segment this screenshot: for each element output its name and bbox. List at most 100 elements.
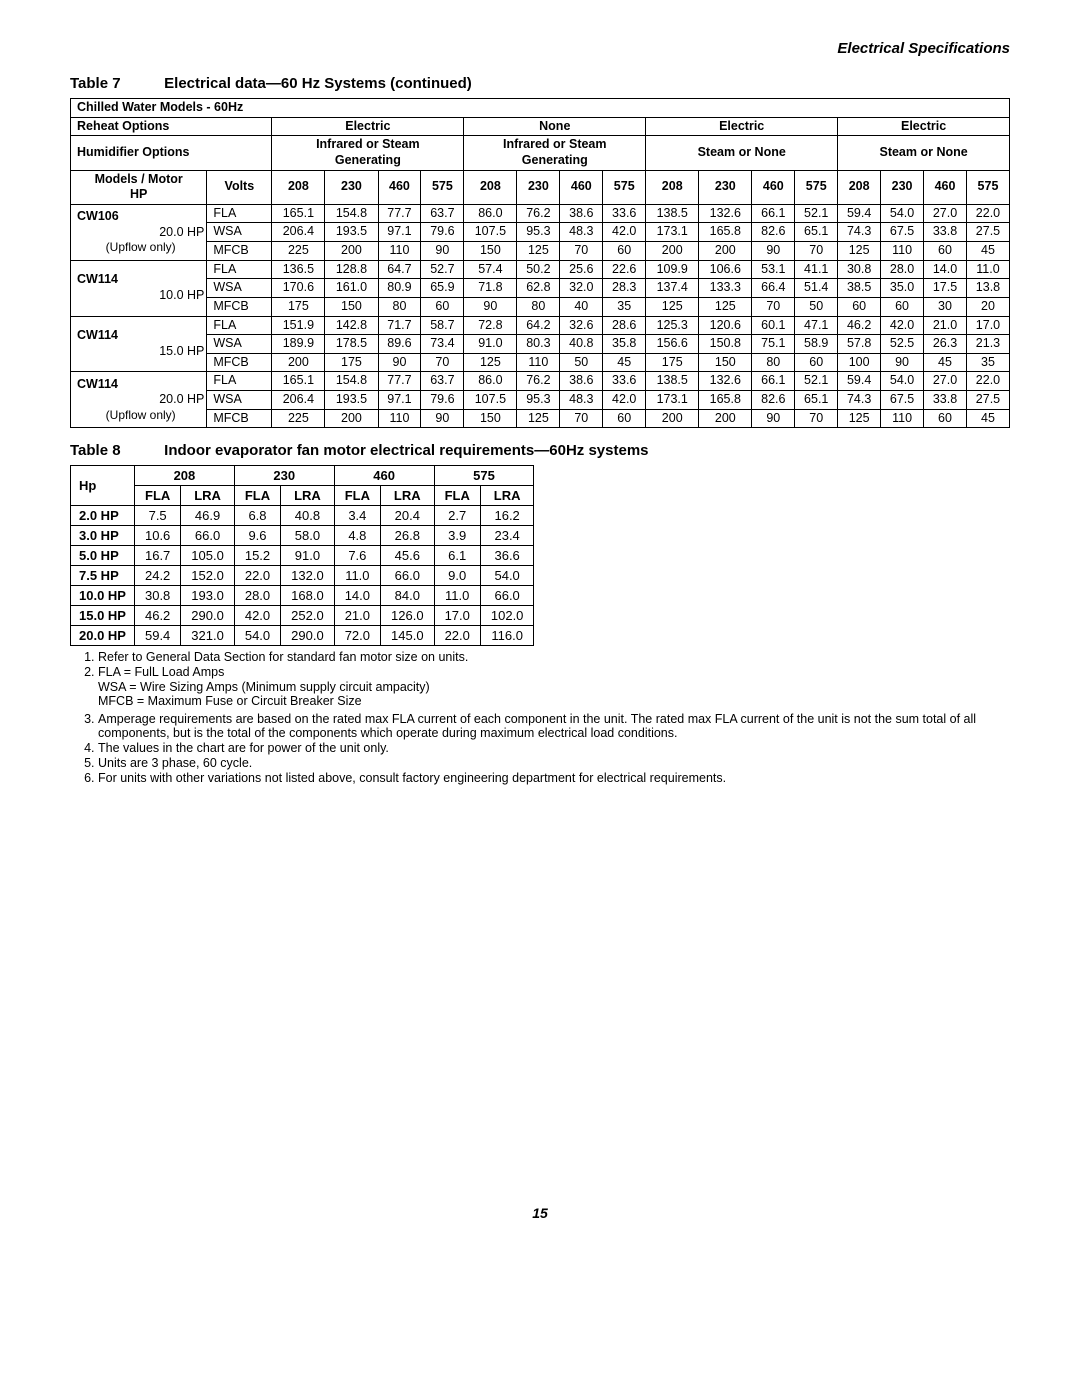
t8-cell-6-3: 290.0 (281, 626, 335, 646)
t7-cell-3-2-9: 200 (699, 409, 752, 428)
t7-volt-15: 575 (966, 170, 1009, 204)
t7-cell-1-0-1: 128.8 (325, 260, 378, 279)
t8-cell-0-2: 6.8 (234, 506, 280, 526)
t8-cell-4-5: 84.0 (381, 586, 435, 606)
t7-cell-3-0-8: 138.5 (646, 372, 699, 391)
t7-cell-3-1-2: 97.1 (378, 391, 421, 410)
t7-cell-2-2-1: 175 (325, 353, 378, 372)
t7-cell-3-0-6: 38.6 (560, 372, 603, 391)
t7-volt-6: 460 (560, 170, 603, 204)
t7-cell-2-1-11: 58.9 (795, 335, 838, 354)
t7-cell-2-0-9: 120.6 (699, 316, 752, 335)
t8-cell-1-4: 4.8 (334, 526, 380, 546)
t7-reheat-group-0: Electric (272, 117, 464, 136)
note-4: The values in the chart are for power of… (98, 741, 1010, 755)
t8-cell-4-6: 11.0 (434, 586, 480, 606)
t7-rowtype-2-0: FLA (207, 316, 272, 335)
t8-cell-0-3: 40.8 (281, 506, 335, 526)
t7-cell-3-0-1: 154.8 (325, 372, 378, 391)
t7-cell-0-0-12: 59.4 (838, 204, 881, 223)
t7-cell-3-0-0: 165.1 (272, 372, 325, 391)
t7-cell-3-0-7: 33.6 (603, 372, 646, 391)
t7-volt-9: 230 (699, 170, 752, 204)
t8-cell-2-4: 7.6 (334, 546, 380, 566)
t7-volt-5: 230 (517, 170, 560, 204)
t8-row-hp-4: 10.0 HP (71, 586, 135, 606)
t7-cell-0-1-5: 95.3 (517, 223, 560, 242)
t7-cell-2-0-1: 142.8 (325, 316, 378, 335)
t7-cell-2-2-9: 150 (699, 353, 752, 372)
t7-cell-1-1-15: 13.8 (966, 279, 1009, 298)
t7-cell-3-2-8: 200 (646, 409, 699, 428)
t7-cell-1-2-10: 70 (752, 297, 795, 316)
t7-cell-2-2-13: 90 (881, 353, 924, 372)
t7-cell-1-0-13: 28.0 (881, 260, 924, 279)
t7-cell-1-1-10: 66.4 (752, 279, 795, 298)
t7-cell-3-1-0: 206.4 (272, 391, 325, 410)
t7-cell-1-0-12: 30.8 (838, 260, 881, 279)
t7-cell-3-1-8: 173.1 (646, 391, 699, 410)
t7-humid-group-3: Steam or None (838, 136, 1010, 170)
t7-cell-1-2-6: 40 (560, 297, 603, 316)
t7-cell-1-1-13: 35.0 (881, 279, 924, 298)
t7-cell-0-1-15: 27.5 (966, 223, 1009, 242)
t7-reheat-group-1: None (464, 117, 646, 136)
t7-cell-3-1-12: 74.3 (838, 391, 881, 410)
t7-cell-1-0-11: 41.1 (795, 260, 838, 279)
t8-voltgroup-1: 230 (234, 466, 334, 486)
table8-title: Indoor evaporator fan motor electrical r… (164, 442, 648, 459)
t8-cell-3-6: 9.0 (434, 566, 480, 586)
t8-cell-6-4: 72.0 (334, 626, 380, 646)
t7-cell-0-2-14: 60 (924, 242, 967, 261)
t7-volt-10: 460 (752, 170, 795, 204)
t8-row-hp-2: 5.0 HP (71, 546, 135, 566)
t7-cell-2-0-13: 42.0 (881, 316, 924, 335)
t8-cell-5-7: 102.0 (480, 606, 534, 626)
t8-cell-2-1: 105.0 (181, 546, 235, 566)
t7-cell-1-0-8: 109.9 (646, 260, 699, 279)
t8-cell-1-3: 58.0 (281, 526, 335, 546)
t7-cell-3-2-12: 125 (838, 409, 881, 428)
t7-volt-1: 230 (325, 170, 378, 204)
t7-volt-0: 208 (272, 170, 325, 204)
t7-cell-3-1-1: 193.5 (325, 391, 378, 410)
t7-cell-0-1-13: 67.5 (881, 223, 924, 242)
t7-rowtype-0-1: WSA (207, 223, 272, 242)
t7-volt-3: 575 (421, 170, 464, 204)
t7-cell-1-1-0: 170.6 (272, 279, 325, 298)
t7-volt-8: 208 (646, 170, 699, 204)
t7-cell-2-0-8: 125.3 (646, 316, 699, 335)
t7-volts-label: Volts (207, 170, 272, 204)
t7-cell-0-2-13: 110 (881, 242, 924, 261)
t7-cell-2-0-2: 71.7 (378, 316, 421, 335)
t8-cell-4-3: 168.0 (281, 586, 335, 606)
t7-cell-3-2-5: 125 (517, 409, 560, 428)
t7-cell-3-2-13: 110 (881, 409, 924, 428)
t7-cell-1-1-12: 38.5 (838, 279, 881, 298)
t7-cell-1-2-7: 35 (603, 297, 646, 316)
t8-subhead-3-0: FLA (434, 486, 480, 506)
t8-cell-1-6: 3.9 (434, 526, 480, 546)
t7-cell-0-2-3: 90 (421, 242, 464, 261)
t7-cell-1-1-5: 62.8 (517, 279, 560, 298)
t7-cell-3-2-6: 70 (560, 409, 603, 428)
t7-cell-0-2-1: 200 (325, 242, 378, 261)
t7-cell-3-1-7: 42.0 (603, 391, 646, 410)
t7-cell-2-2-7: 45 (603, 353, 646, 372)
t7-cell-2-1-4: 91.0 (464, 335, 517, 354)
note-5: Units are 3 phase, 60 cycle. (98, 756, 1010, 770)
t8-cell-2-3: 91.0 (281, 546, 335, 566)
page-number: 15 (70, 1205, 1010, 1221)
t7-cell-2-0-11: 47.1 (795, 316, 838, 335)
t7-cell-1-1-2: 80.9 (378, 279, 421, 298)
t7-cell-0-2-7: 60 (603, 242, 646, 261)
t7-cell-1-0-7: 22.6 (603, 260, 646, 279)
t7-cell-2-0-7: 28.6 (603, 316, 646, 335)
t7-cell-1-2-4: 90 (464, 297, 517, 316)
t7-cell-2-0-5: 64.2 (517, 316, 560, 335)
t8-cell-6-6: 22.0 (434, 626, 480, 646)
t7-cell-0-1-9: 165.8 (699, 223, 752, 242)
t7-cell-3-1-10: 82.6 (752, 391, 795, 410)
t8-cell-2-7: 36.6 (480, 546, 534, 566)
t7-cell-1-1-3: 65.9 (421, 279, 464, 298)
